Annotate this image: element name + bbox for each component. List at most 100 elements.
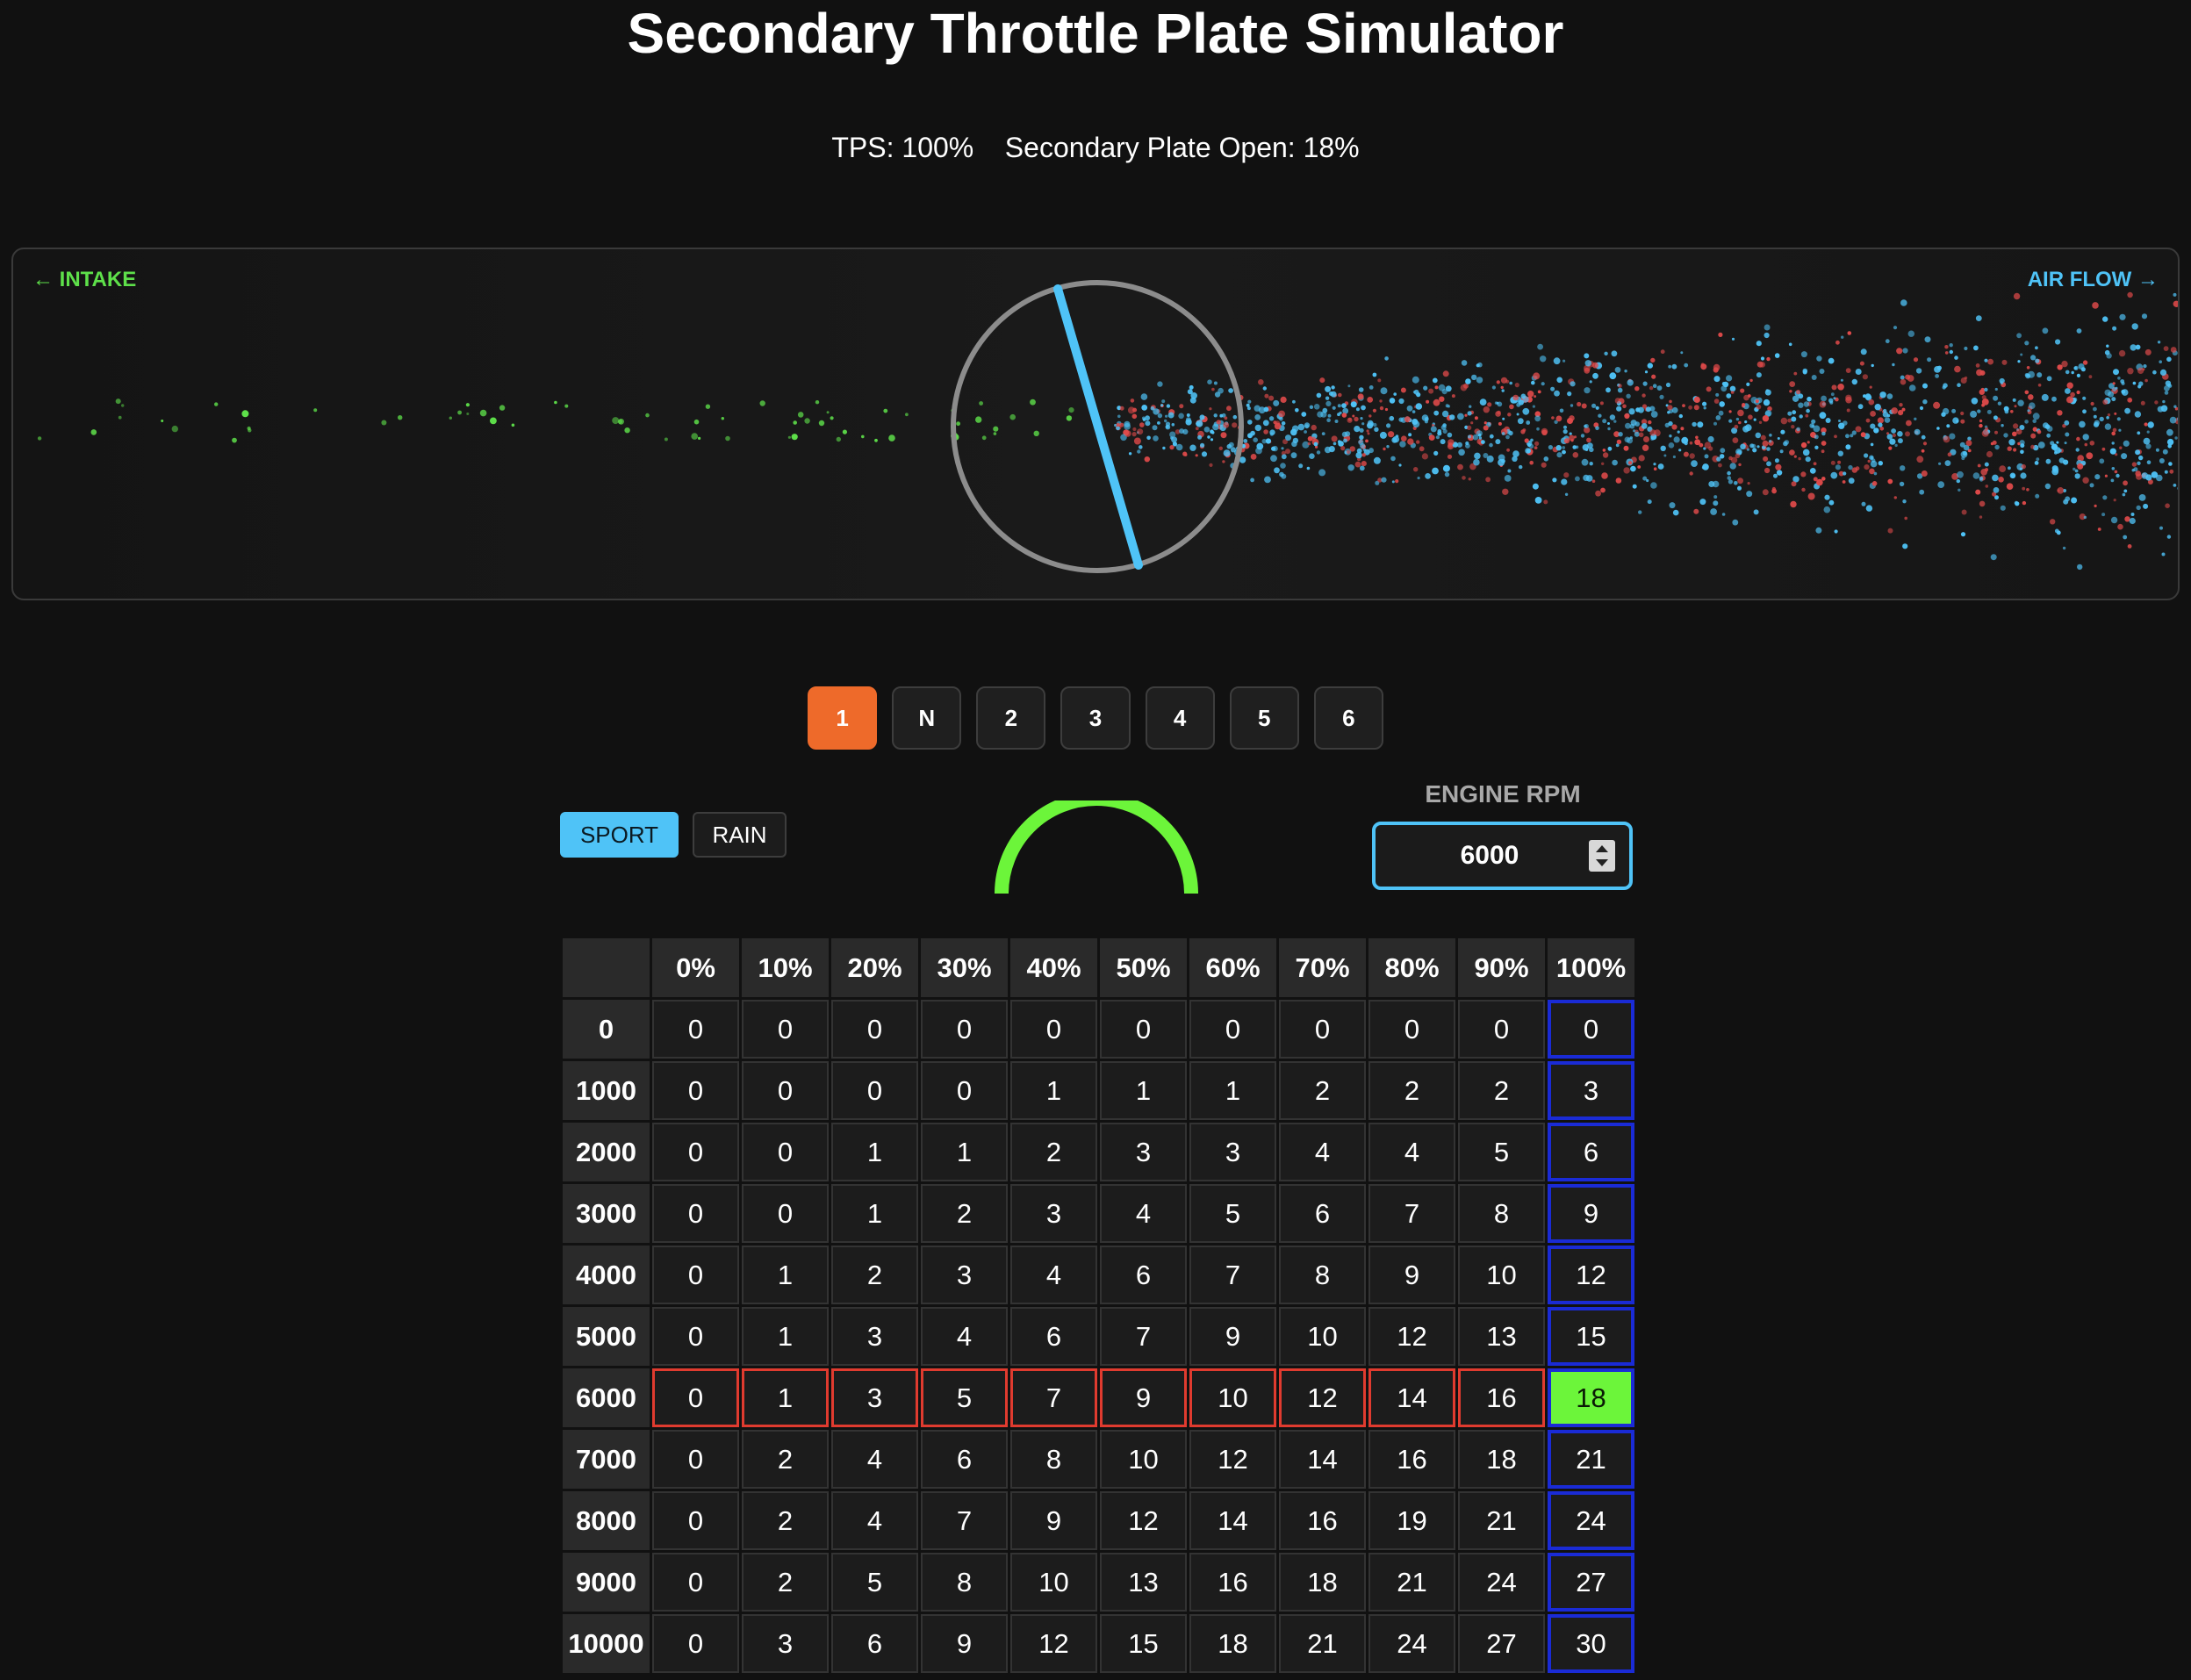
map-cell[interactable]: 8: [1279, 1246, 1366, 1304]
map-cell[interactable]: 16: [1189, 1553, 1276, 1612]
map-cell[interactable]: 6: [1548, 1123, 1634, 1181]
map-cell[interactable]: 0: [742, 1061, 829, 1120]
map-cell[interactable]: 14: [1189, 1491, 1276, 1550]
map-cell[interactable]: 7: [1100, 1307, 1187, 1366]
map-cell[interactable]: 2: [1279, 1061, 1366, 1120]
map-cell[interactable]: 0: [1368, 1000, 1455, 1059]
gear-button-6[interactable]: 6: [1313, 686, 1383, 750]
map-cell[interactable]: 0: [652, 1061, 739, 1120]
map-cell[interactable]: 1: [1100, 1061, 1187, 1120]
map-cell[interactable]: 0: [1189, 1000, 1276, 1059]
rpm-spinner-icon[interactable]: [1589, 840, 1615, 872]
map-cell[interactable]: 8: [1458, 1184, 1545, 1243]
map-cell[interactable]: 12: [1100, 1491, 1187, 1550]
map-cell[interactable]: 0: [1100, 1000, 1187, 1059]
map-cell[interactable]: 7: [921, 1491, 1008, 1550]
map-cell[interactable]: 0: [831, 1000, 918, 1059]
map-cell[interactable]: 3: [1010, 1184, 1097, 1243]
map-cell[interactable]: 6: [831, 1614, 918, 1673]
map-cell[interactable]: 9: [1368, 1246, 1455, 1304]
map-cell[interactable]: 0: [652, 1000, 739, 1059]
map-cell[interactable]: 2: [831, 1246, 918, 1304]
gear-button-1[interactable]: 1: [808, 686, 878, 750]
map-cell[interactable]: 6: [1279, 1184, 1366, 1243]
map-cell[interactable]: 12: [1368, 1307, 1455, 1366]
map-cell[interactable]: 13: [1458, 1307, 1545, 1366]
map-cell[interactable]: 5: [921, 1368, 1008, 1427]
rain-mode-button[interactable]: RAIN: [693, 812, 787, 858]
map-cell[interactable]: 16: [1279, 1491, 1366, 1550]
map-cell[interactable]: 1: [742, 1307, 829, 1366]
map-cell[interactable]: 5: [1458, 1123, 1545, 1181]
map-cell[interactable]: 8: [921, 1553, 1008, 1612]
map-cell[interactable]: 18: [1458, 1430, 1545, 1489]
map-cell[interactable]: 12: [1010, 1614, 1097, 1673]
map-cell[interactable]: 6: [1100, 1246, 1187, 1304]
map-cell[interactable]: 27: [1548, 1553, 1634, 1612]
map-cell[interactable]: 0: [652, 1184, 739, 1243]
gear-button-4[interactable]: 4: [1145, 686, 1215, 750]
map-cell[interactable]: 4: [831, 1430, 918, 1489]
map-cell[interactable]: 0: [1548, 1000, 1634, 1059]
map-cell[interactable]: 3: [831, 1368, 918, 1427]
map-cell[interactable]: 2: [742, 1491, 829, 1550]
map-cell[interactable]: 19: [1368, 1491, 1455, 1550]
map-cell[interactable]: 2: [742, 1430, 829, 1489]
map-cell[interactable]: 21: [1548, 1430, 1634, 1489]
map-cell[interactable]: 0: [652, 1246, 739, 1304]
map-cell[interactable]: 4: [1368, 1123, 1455, 1181]
map-cell[interactable]: 10: [1189, 1368, 1276, 1427]
map-cell[interactable]: 21: [1279, 1614, 1366, 1673]
map-cell[interactable]: 2: [742, 1553, 829, 1612]
map-cell[interactable]: 4: [1010, 1246, 1097, 1304]
map-cell[interactable]: 0: [921, 1061, 1008, 1120]
map-cell[interactable]: 13: [1100, 1553, 1187, 1612]
map-cell[interactable]: 0: [742, 1000, 829, 1059]
map-cell[interactable]: 0: [652, 1491, 739, 1550]
map-cell[interactable]: 9: [1189, 1307, 1276, 1366]
map-cell[interactable]: 21: [1458, 1491, 1545, 1550]
spinner-up-icon[interactable]: [1596, 845, 1608, 852]
map-cell[interactable]: 0: [652, 1553, 739, 1612]
map-cell[interactable]: 24: [1458, 1553, 1545, 1612]
map-cell[interactable]: 1: [742, 1246, 829, 1304]
map-cell[interactable]: 24: [1368, 1614, 1455, 1673]
map-cell[interactable]: 4: [831, 1491, 918, 1550]
map-cell[interactable]: 0: [742, 1184, 829, 1243]
map-cell[interactable]: 1: [742, 1368, 829, 1427]
map-cell[interactable]: 0: [652, 1368, 739, 1427]
map-cell[interactable]: 14: [1279, 1430, 1366, 1489]
map-cell[interactable]: 30: [1548, 1614, 1634, 1673]
map-cell[interactable]: 1: [831, 1123, 918, 1181]
map-cell[interactable]: 18: [1279, 1553, 1366, 1612]
map-cell[interactable]: 0: [921, 1000, 1008, 1059]
map-cell[interactable]: 12: [1189, 1430, 1276, 1489]
map-cell[interactable]: 0: [1458, 1000, 1545, 1059]
engine-rpm-value[interactable]: 6000: [1460, 841, 1519, 870]
map-cell[interactable]: 9: [1548, 1184, 1634, 1243]
map-cell[interactable]: 5: [831, 1553, 918, 1612]
gear-button-neutral[interactable]: N: [892, 686, 962, 750]
map-cell[interactable]: 10: [1100, 1430, 1187, 1489]
map-cell[interactable]: 0: [652, 1123, 739, 1181]
map-cell[interactable]: 3: [921, 1246, 1008, 1304]
map-cell[interactable]: 0: [652, 1430, 739, 1489]
map-cell[interactable]: 3: [1548, 1061, 1634, 1120]
map-cell[interactable]: 9: [1010, 1491, 1097, 1550]
map-cell[interactable]: 21: [1368, 1553, 1455, 1612]
spinner-down-icon[interactable]: [1596, 859, 1608, 866]
map-cell[interactable]: 0: [831, 1061, 918, 1120]
map-cell[interactable]: 2: [1458, 1061, 1545, 1120]
map-cell[interactable]: 1: [1189, 1061, 1276, 1120]
map-cell[interactable]: 10: [1458, 1246, 1545, 1304]
map-cell[interactable]: 2: [921, 1184, 1008, 1243]
map-cell[interactable]: 0: [1010, 1000, 1097, 1059]
map-cell[interactable]: 4: [921, 1307, 1008, 1366]
map-cell[interactable]: 9: [921, 1614, 1008, 1673]
map-cell[interactable]: 4: [1279, 1123, 1366, 1181]
engine-rpm-input[interactable]: 6000: [1372, 822, 1633, 890]
map-cell[interactable]: 15: [1548, 1307, 1634, 1366]
map-cell[interactable]: 3: [831, 1307, 918, 1366]
map-cell[interactable]: 12: [1279, 1368, 1366, 1427]
gear-button-2[interactable]: 2: [976, 686, 1046, 750]
